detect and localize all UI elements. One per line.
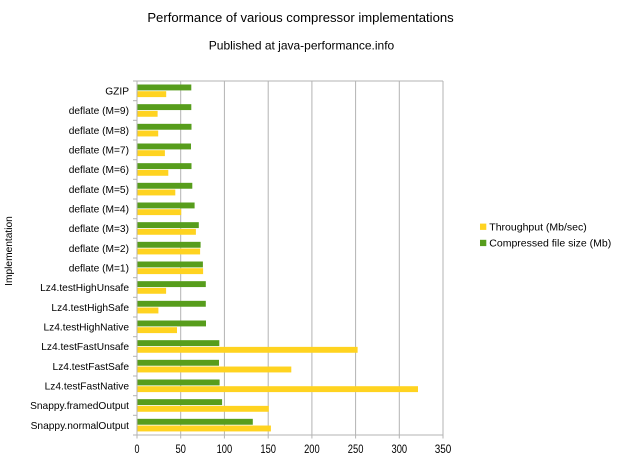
svg-text:deflate (M=3): deflate (M=3): [69, 224, 129, 235]
svg-text:250: 250: [348, 442, 364, 456]
svg-text:350: 350: [435, 442, 452, 456]
svg-text:deflate (M=9): deflate (M=9): [69, 106, 129, 117]
svg-text:200: 200: [304, 442, 320, 456]
svg-text:Lz4.testHighSafe: Lz4.testHighSafe: [51, 303, 129, 314]
svg-text:Performance of various compres: Performance of various compressor implem…: [147, 10, 454, 25]
svg-text:deflate (M=2): deflate (M=2): [69, 244, 129, 255]
svg-text:deflate (M=6): deflate (M=6): [69, 165, 129, 176]
svg-text:Lz4.testFastSafe: Lz4.testFastSafe: [53, 362, 130, 373]
svg-text:Implementation: Implementation: [4, 216, 15, 286]
svg-text:Lz4.testHighNative: Lz4.testHighNative: [43, 322, 129, 333]
svg-text:deflate (M=4): deflate (M=4): [69, 204, 129, 215]
svg-text:150: 150: [260, 442, 276, 456]
svg-text:deflate (M=7): deflate (M=7): [69, 145, 129, 156]
svg-text:Lz4.testFastUnsafe: Lz4.testFastUnsafe: [41, 342, 129, 353]
svg-text:deflate (M=8): deflate (M=8): [69, 126, 129, 137]
svg-text:GZIP: GZIP: [105, 86, 129, 97]
svg-text:deflate (M=5): deflate (M=5): [69, 185, 129, 196]
svg-text:300: 300: [392, 442, 408, 456]
svg-text:100: 100: [217, 442, 233, 456]
svg-text:0: 0: [135, 442, 140, 456]
svg-text:Compressed file size (Mb): Compressed file size (Mb): [489, 238, 611, 250]
svg-text:Published at java-performance.: Published at java-performance.info: [209, 39, 395, 53]
svg-text:Snappy.normalOutput: Snappy.normalOutput: [31, 421, 130, 432]
svg-text:Lz4.testFastNative: Lz4.testFastNative: [45, 381, 130, 392]
svg-text:50: 50: [175, 442, 186, 456]
svg-text:deflate (M=1): deflate (M=1): [69, 263, 129, 274]
svg-text:Lz4.testHighUnsafe: Lz4.testHighUnsafe: [40, 283, 129, 294]
svg-text:Snappy.framedOutput: Snappy.framedOutput: [30, 401, 129, 412]
svg-text:Throughput (Mb/sec): Throughput (Mb/sec): [489, 221, 586, 233]
